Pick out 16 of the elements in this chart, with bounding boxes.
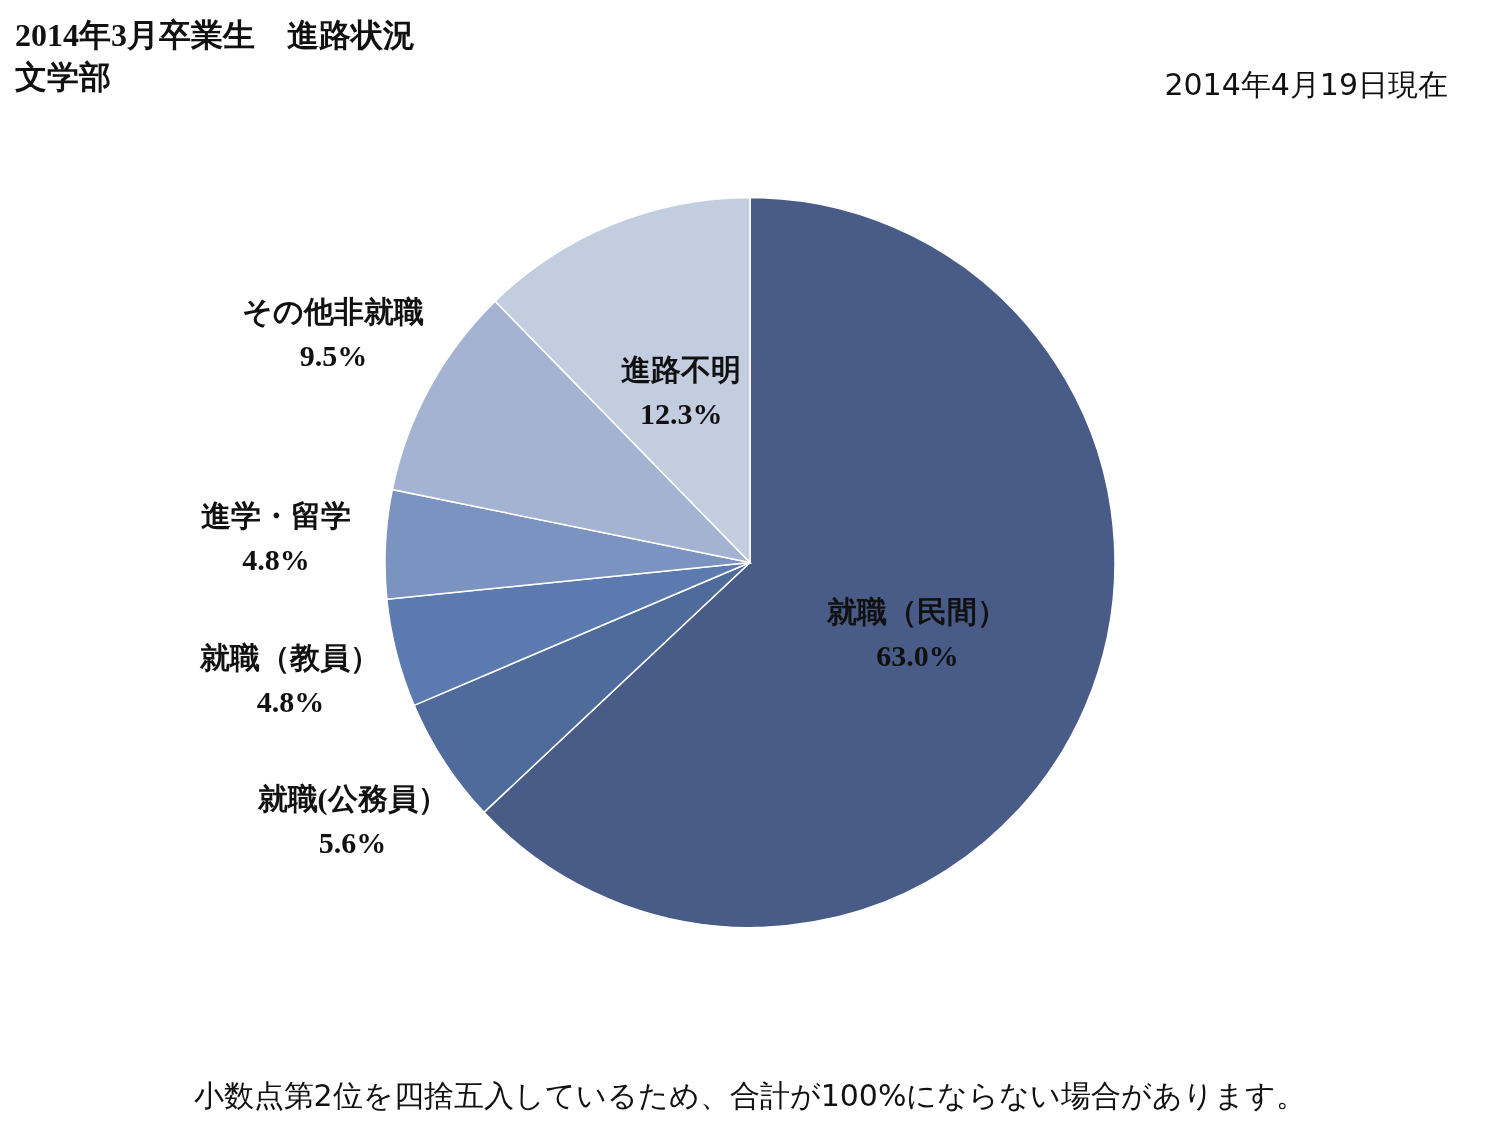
data-label: 63.0% (876, 638, 959, 672)
slice-label: 進路不明 (621, 353, 742, 387)
data-label: 12.3% (639, 397, 723, 431)
slice-label: 就職(公務員） (256, 781, 448, 816)
text: 小数点第2位を四捨五入しているため、合計が100%にならない場合があります。 (193, 1078, 1307, 1113)
slice-label: 就職（民間） (826, 594, 1008, 628)
text: 2014年4月19日現在 (1164, 67, 1448, 102)
chart-subtitle: 文学部 (15, 59, 111, 95)
data-label: 4.8% (242, 542, 310, 576)
slice-label: その他非就職 (242, 295, 425, 329)
slice-label: 進学・留学 (201, 498, 352, 532)
data-label: 9.5% (299, 339, 368, 373)
slice-label: 就職（教員） (199, 640, 381, 674)
data-label: 5.6% (318, 825, 387, 859)
data-label: 4.8% (256, 684, 325, 718)
chart-title: 2014年3月卒業生 進路状況 (15, 17, 415, 53)
